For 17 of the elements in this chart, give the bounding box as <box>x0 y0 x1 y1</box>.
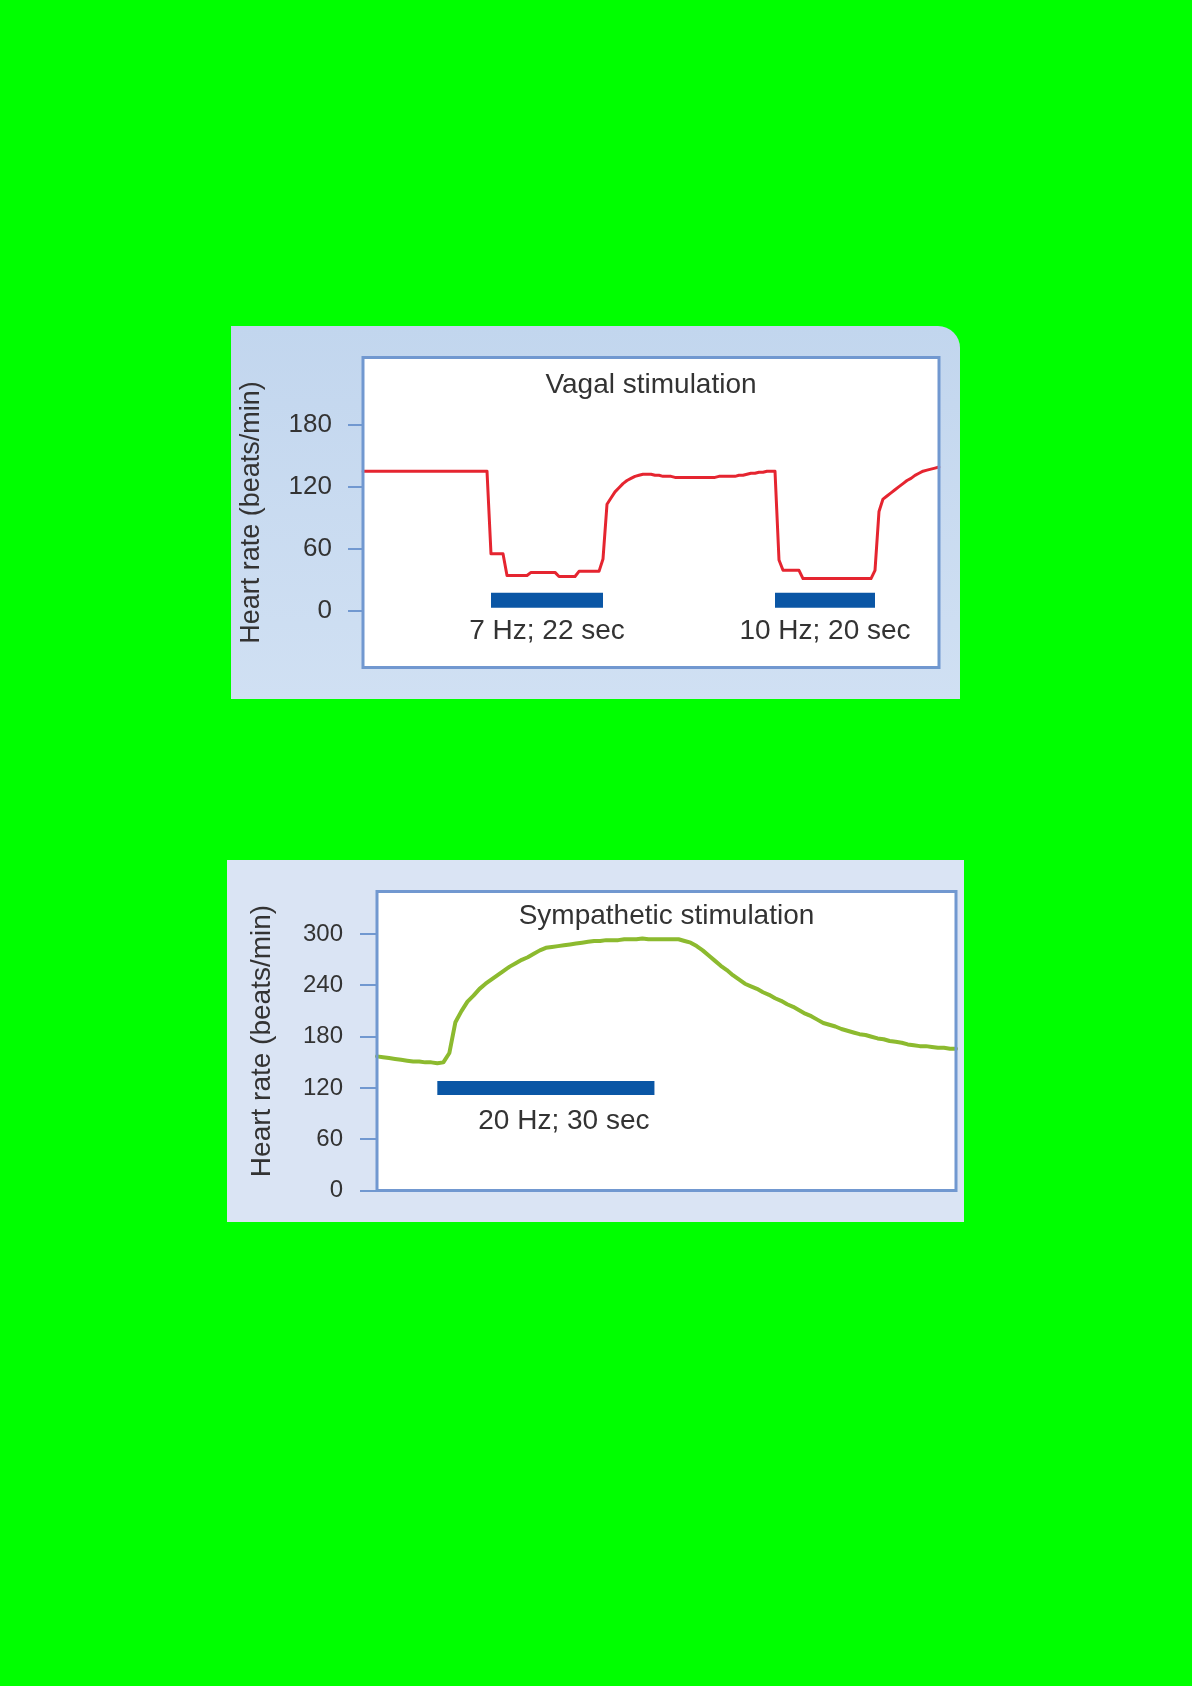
y-tick-label: 180 <box>302 1021 343 1049</box>
y-tick-label: 120 <box>302 1072 343 1100</box>
series-label: 20 Hz; 30 sec <box>478 1103 650 1135</box>
y-tick-label: 0 <box>329 1175 343 1203</box>
y-axis-title: Heart rate (beats/min) <box>244 904 276 1178</box>
y-tick-label: 120 <box>288 469 332 500</box>
y-tick-label: 240 <box>302 970 343 998</box>
y-tick-label: 60 <box>316 1123 343 1151</box>
series-label: 7 Hz; 22 sec <box>469 614 625 645</box>
y-tick-label: 180 <box>288 407 332 438</box>
series-label: 10 Hz; 20 sec <box>739 614 911 645</box>
chart-title: Vagal stimulation <box>545 368 757 400</box>
chart-title: Sympathetic stimulation <box>518 899 815 931</box>
y-tick-label: 0 <box>317 593 332 624</box>
y-tick-label: 60 <box>303 531 332 562</box>
y-tick-label: 300 <box>302 918 343 946</box>
y-axis-title: Heart rate (beats/min) <box>234 381 265 644</box>
